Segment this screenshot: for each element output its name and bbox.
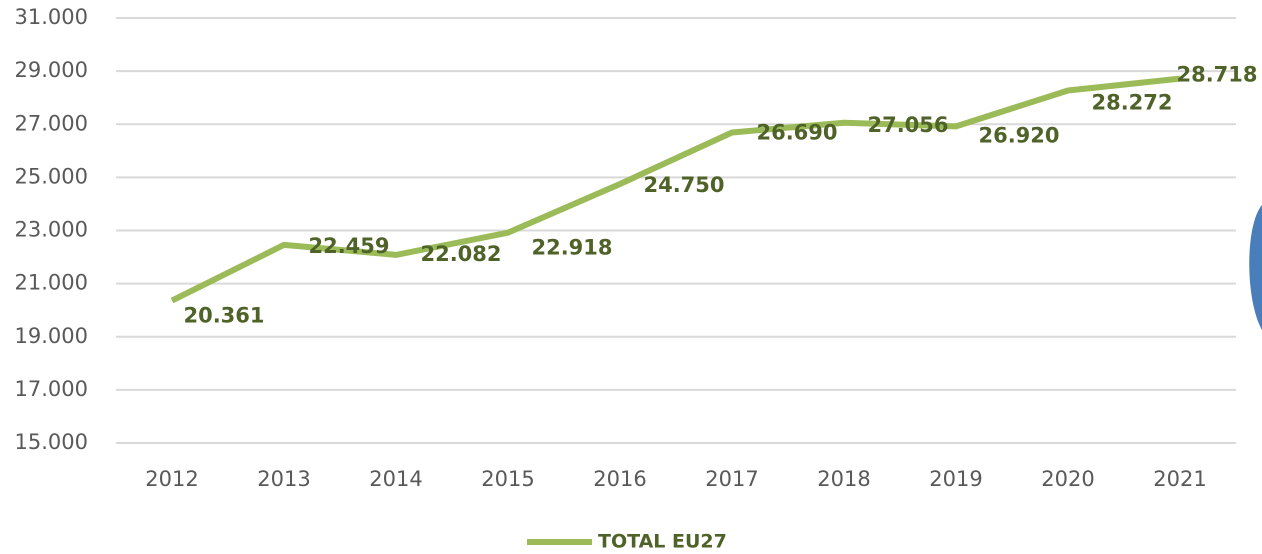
x-tick-label: 2012 xyxy=(145,467,198,491)
y-tick-label: 23.000 xyxy=(15,218,88,242)
data-label: 22.918 xyxy=(531,236,612,260)
y-tick-label: 15.000 xyxy=(15,430,88,454)
data-label: 20.361 xyxy=(183,304,264,328)
chart: 15.000 17.000 19.000 21.000 23.000 25.000 27.0… xyxy=(0,0,1262,554)
data-label: 28.718 xyxy=(1176,63,1257,87)
y-tick-label: 17.000 xyxy=(15,377,88,401)
x-tick-label: 2017 xyxy=(705,467,758,491)
y-tick-label: 19.000 xyxy=(15,324,88,348)
data-label: 24.750 xyxy=(643,173,724,197)
y-tick-label: 31.000 xyxy=(15,5,88,29)
data-label: 27.056 xyxy=(867,113,948,137)
x-tick-label: 2021 xyxy=(1153,467,1206,491)
y-tick-label: 27.000 xyxy=(15,111,88,135)
y-tick-label: 21.000 xyxy=(15,271,88,295)
x-tick-label: 2019 xyxy=(929,467,982,491)
data-label: 22.459 xyxy=(308,234,389,258)
y-tick-label: 29.000 xyxy=(15,58,88,82)
x-tick-label: 2016 xyxy=(593,467,646,491)
data-label: 22.082 xyxy=(420,242,501,266)
y-tick-label: 25.000 xyxy=(15,164,88,188)
x-tick-label: 2020 xyxy=(1041,467,1094,491)
x-tick-label: 2015 xyxy=(481,467,534,491)
data-label: 28.272 xyxy=(1091,90,1172,114)
x-tick-label: 2013 xyxy=(257,467,310,491)
legend-label: TOTAL EU27 xyxy=(598,531,727,553)
x-tick-label: 2018 xyxy=(817,467,870,491)
x-tick-label: 2014 xyxy=(369,467,422,491)
data-label: 26.920 xyxy=(978,123,1059,147)
data-label: 26.690 xyxy=(756,120,837,144)
decor-shape xyxy=(1249,205,1262,330)
